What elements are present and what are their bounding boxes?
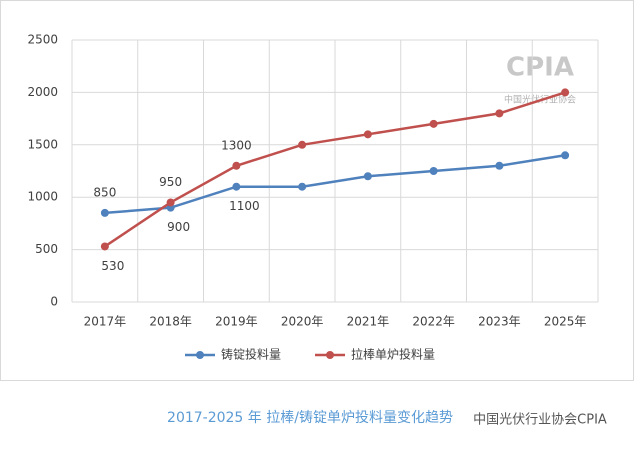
y-tick-label: 2000 — [27, 85, 58, 99]
y-tick-label: 0 — [50, 295, 58, 309]
point — [495, 109, 504, 118]
y-tick-label: 1000 — [27, 190, 58, 204]
watermark: 中国光伏行业协会CPIA — [473, 413, 607, 428]
point — [232, 182, 241, 191]
y-tick-label: 500 — [35, 242, 58, 256]
point — [429, 167, 438, 175]
data-label: 900 — [167, 220, 190, 234]
caption: 2017-2025 年 拉棒/铸锭单炉投料量变化趋势 — [167, 410, 453, 426]
legend-label: 铸锭投料量 — [221, 347, 281, 362]
y-tick-label: 2500 — [27, 33, 58, 47]
point — [429, 119, 438, 128]
point — [495, 161, 504, 170]
legend-marker — [196, 351, 204, 359]
y-tick-label: 1500 — [27, 137, 58, 151]
x-tick-label: 2021年 — [347, 315, 390, 329]
point — [298, 140, 307, 149]
x-tick-label: 2019年 — [215, 315, 258, 329]
legend-marker — [326, 351, 335, 359]
x-tick-label: 2025年 — [544, 315, 587, 329]
point — [363, 172, 372, 181]
data-label: 1100 — [229, 199, 260, 213]
data-label: 1300 — [221, 138, 252, 152]
x-tick-label: 2017年 — [84, 315, 127, 329]
series-line — [104, 91, 566, 248]
point — [166, 198, 175, 207]
point — [100, 208, 109, 217]
x-tick-label: 2020年 — [281, 315, 324, 329]
data-label: 850 — [93, 185, 116, 199]
point — [100, 242, 109, 251]
x-tick-label: 2018年 — [149, 315, 192, 329]
chart-frame — [0, 0, 634, 381]
point — [561, 88, 570, 97]
point — [561, 151, 570, 160]
data-label: 950 — [159, 175, 182, 189]
logo: CPIA — [506, 53, 574, 83]
data-label: 530 — [101, 259, 124, 273]
point — [298, 182, 307, 191]
point — [232, 161, 241, 170]
point — [363, 130, 372, 139]
series-line — [104, 154, 566, 215]
x-tick-label: 2023年 — [478, 315, 521, 329]
legend-label: 拉棒单炉投料量 — [351, 347, 435, 362]
x-tick-label: 2022年 — [412, 315, 455, 329]
